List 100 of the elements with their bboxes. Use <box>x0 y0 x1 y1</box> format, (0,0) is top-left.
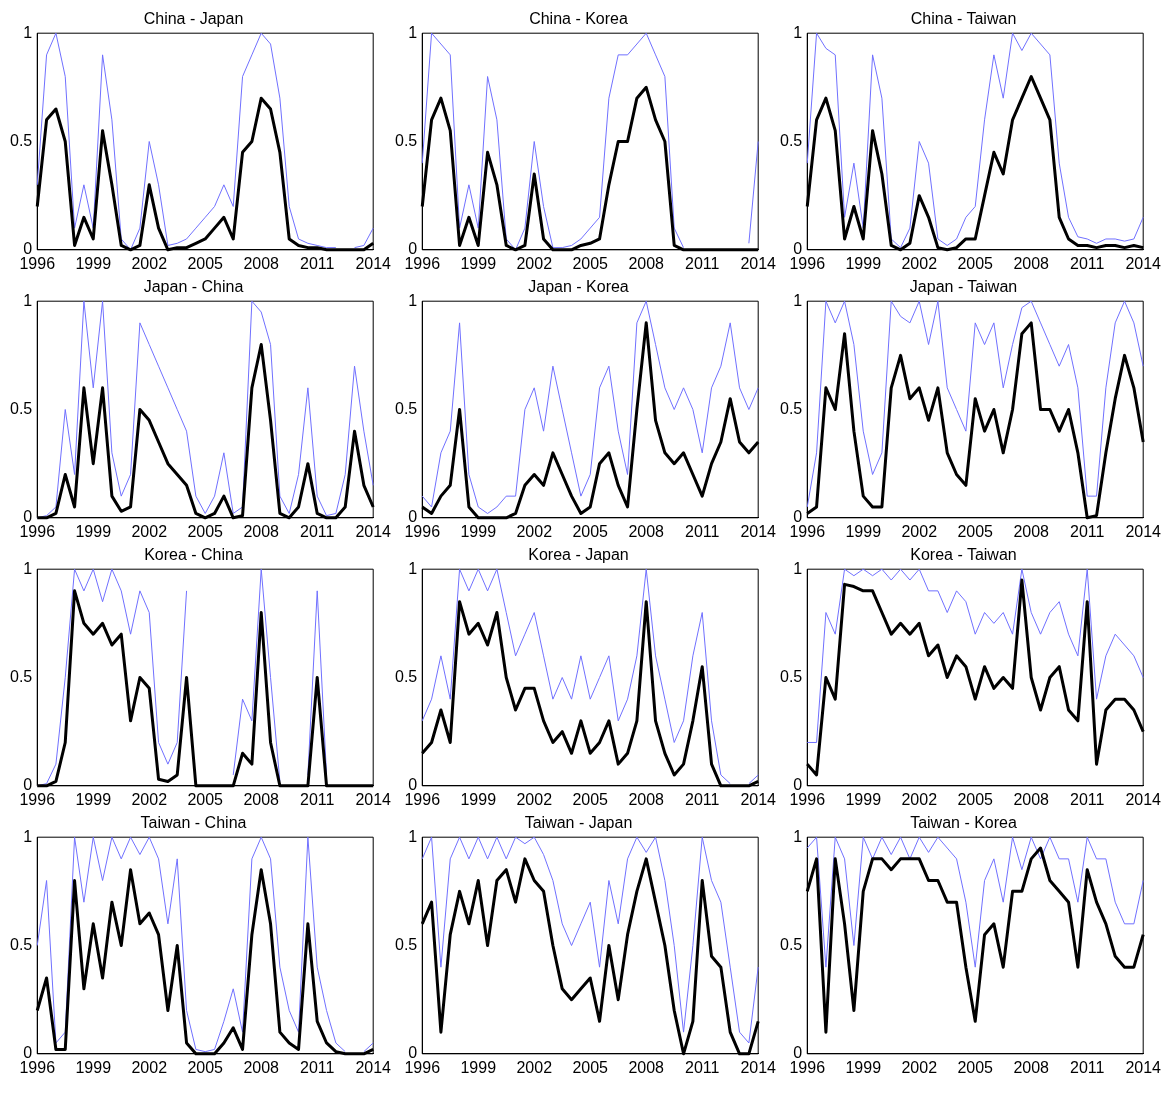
x-tick-label: 2011 <box>685 790 720 808</box>
x-tick-label: 2002 <box>131 254 168 272</box>
x-tick-label: 2008 <box>243 1058 280 1076</box>
chart-title: Taiwan - Japan <box>524 814 633 832</box>
chart-title: China - Korea <box>529 10 628 28</box>
chart-title: Korea - Japan <box>528 546 629 564</box>
x-tick-label: 2008 <box>243 254 280 272</box>
x-tick-label: 2005 <box>957 790 994 808</box>
x-tick-label: 2008 <box>628 522 665 540</box>
x-tick-label: 2014 <box>740 1058 777 1076</box>
x-tick-label: 2005 <box>187 254 224 272</box>
x-tick-label: 1999 <box>845 522 882 540</box>
x-tick-label: 1999 <box>460 254 497 272</box>
x-tick-label: 2002 <box>516 254 553 272</box>
chart-title: China - Japan <box>143 10 244 28</box>
x-tick-label: 2011 <box>300 522 335 540</box>
y-tick-label: 0.5 <box>394 399 418 417</box>
chart-title: Japan - Taiwan <box>909 278 1018 296</box>
y-tick-label: 1 <box>23 291 33 309</box>
x-tick-label: 2014 <box>355 522 392 540</box>
x-tick-label: 2005 <box>957 522 994 540</box>
chart-title: Korea - Taiwan <box>910 546 1017 564</box>
x-tick-label: 1999 <box>845 254 882 272</box>
x-tick-label: 2002 <box>901 522 938 540</box>
chart-title: Japan - China <box>143 278 244 296</box>
x-tick-label: 2008 <box>628 790 665 808</box>
y-tick-label: 0.5 <box>394 131 418 149</box>
x-tick-label: 2014 <box>355 1058 392 1076</box>
x-tick-label: 2008 <box>1013 522 1050 540</box>
y-tick-label: 1 <box>408 291 418 309</box>
x-tick-label: 2008 <box>1013 254 1050 272</box>
x-tick-label: 2011 <box>1070 790 1105 808</box>
y-tick-label: 0.5 <box>779 131 803 149</box>
x-tick-label: 2005 <box>572 254 609 272</box>
chart-title: Taiwan - Korea <box>910 814 1017 832</box>
x-tick-label: 2011 <box>685 254 720 272</box>
x-tick-label: 2002 <box>131 522 168 540</box>
x-tick-label: 2002 <box>901 254 938 272</box>
x-tick-label: 1999 <box>460 790 497 808</box>
y-tick-label: 0.5 <box>394 935 418 953</box>
x-tick-label: 1999 <box>75 790 112 808</box>
x-tick-label: 2011 <box>1070 1058 1105 1076</box>
x-tick-label: 2014 <box>355 790 392 808</box>
x-tick-label: 2005 <box>572 790 609 808</box>
x-tick-label: 2011 <box>1070 254 1105 272</box>
x-tick-label: 2005 <box>957 1058 994 1076</box>
y-tick-label: 1 <box>23 559 33 577</box>
x-tick-label: 2011 <box>685 522 720 540</box>
x-tick-label: 2011 <box>1070 522 1105 540</box>
chart-title: Taiwan - China <box>140 814 247 832</box>
x-tick-label: 1999 <box>75 522 112 540</box>
y-tick-label: 1 <box>408 827 418 845</box>
y-tick-label: 0.5 <box>9 131 33 149</box>
x-tick-label: 2014 <box>1125 790 1162 808</box>
y-tick-label: 1 <box>793 23 803 41</box>
x-tick-label: 2002 <box>516 790 553 808</box>
x-tick-label: 1999 <box>460 522 497 540</box>
x-tick-label: 2014 <box>1125 254 1162 272</box>
x-tick-label: 2002 <box>516 1058 553 1076</box>
y-tick-label: 0.5 <box>394 667 418 685</box>
y-tick-label: 1 <box>408 559 418 577</box>
x-tick-label: 2005 <box>572 522 609 540</box>
y-tick-label: 1 <box>793 827 803 845</box>
x-tick-label: 2008 <box>243 522 280 540</box>
y-tick-label: 1 <box>408 23 418 41</box>
y-tick-label: 0.5 <box>779 399 803 417</box>
y-tick-label: 0.5 <box>9 935 33 953</box>
chart-title: Korea - China <box>144 546 243 564</box>
chart-title: China - Taiwan <box>910 10 1017 28</box>
x-tick-label: 2008 <box>628 1058 665 1076</box>
y-tick-label: 0.5 <box>9 667 33 685</box>
x-tick-label: 2014 <box>1125 1058 1162 1076</box>
x-tick-label: 2002 <box>131 790 168 808</box>
x-tick-label: 2002 <box>131 1058 168 1076</box>
x-tick-label: 2011 <box>300 254 335 272</box>
x-tick-label: 1999 <box>845 1058 882 1076</box>
x-tick-label: 2011 <box>685 1058 720 1076</box>
y-tick-label: 1 <box>793 559 803 577</box>
y-tick-label: 1 <box>23 827 33 845</box>
x-tick-label: 2005 <box>187 522 224 540</box>
x-tick-label: 2002 <box>516 522 553 540</box>
x-tick-label: 1999 <box>75 254 112 272</box>
x-tick-label: 2011 <box>300 790 335 808</box>
x-tick-label: 2014 <box>355 254 392 272</box>
x-tick-label: 2008 <box>628 254 665 272</box>
x-tick-label: 2008 <box>1013 1058 1050 1076</box>
y-tick-label: 1 <box>23 23 33 41</box>
y-tick-label: 1 <box>793 291 803 309</box>
x-tick-label: 2008 <box>243 790 280 808</box>
x-tick-label: 2008 <box>1013 790 1050 808</box>
chart-title: Japan - Korea <box>528 278 629 296</box>
x-tick-label: 2011 <box>300 1058 335 1076</box>
x-tick-label: 2005 <box>957 254 994 272</box>
y-tick-label: 0.5 <box>779 935 803 953</box>
x-tick-label: 2014 <box>1125 522 1162 540</box>
x-tick-label: 1999 <box>460 1058 497 1076</box>
y-tick-label: 0.5 <box>9 399 33 417</box>
x-tick-label: 2002 <box>901 1058 938 1076</box>
x-tick-label: 2002 <box>901 790 938 808</box>
x-tick-label: 2005 <box>187 790 224 808</box>
